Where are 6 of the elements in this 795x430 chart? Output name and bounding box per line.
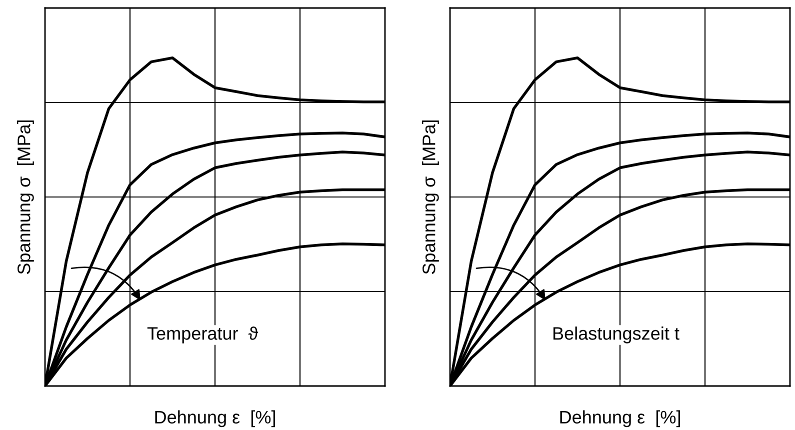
x-axis-title: Dehnung ε [%] — [560, 410, 680, 428]
annotation: Temperatur ϑ — [147, 326, 258, 344]
y-axis-title: Spannung σ [MPa] — [17, 120, 34, 274]
y-axis-title: Spannung σ [MPa] — [422, 120, 439, 274]
annotation: Belastungszeit t — [553, 326, 680, 344]
x-axis-title: Dehnung ε [%] — [155, 410, 275, 428]
